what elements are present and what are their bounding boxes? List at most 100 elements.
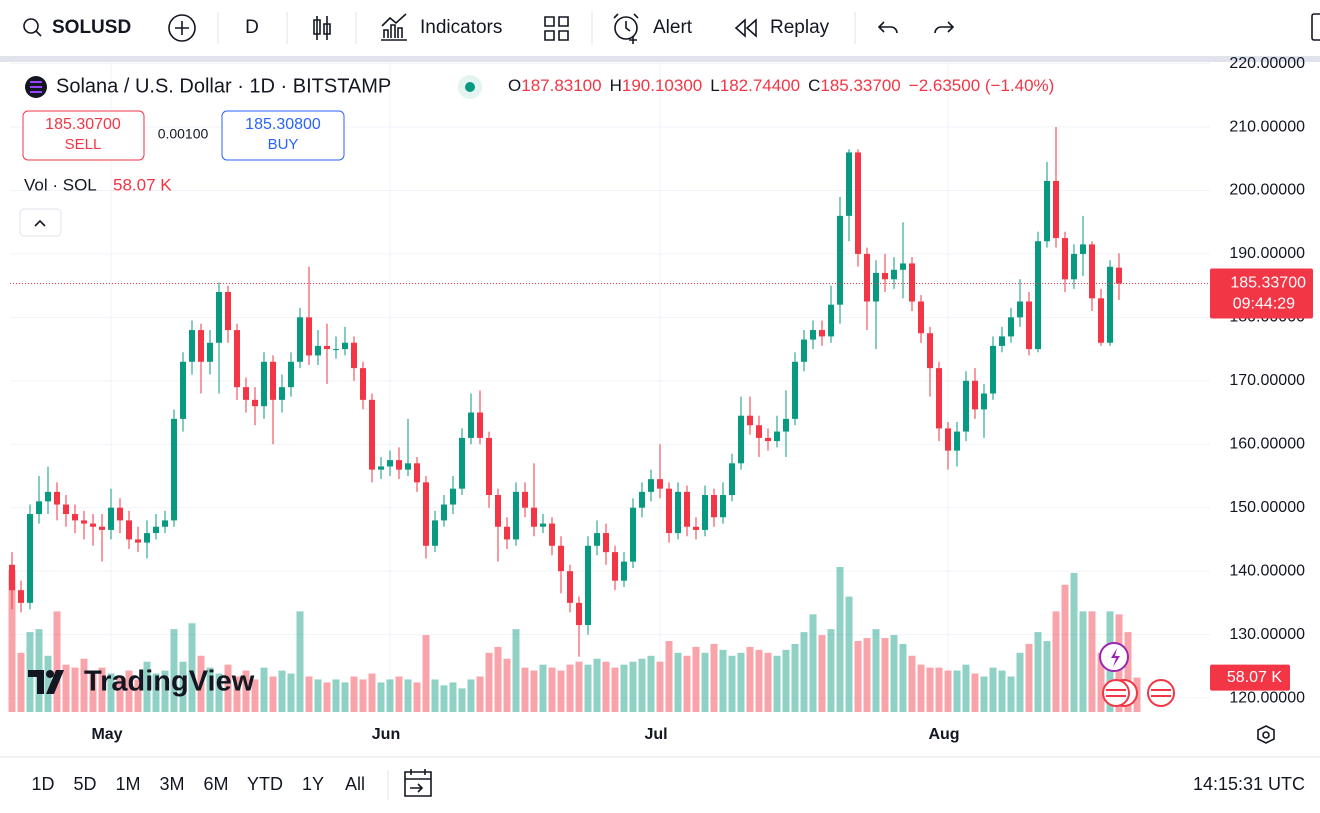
- watermark-logo: [28, 670, 64, 694]
- candle-body: [738, 415, 744, 464]
- volume-bar: [233, 676, 241, 712]
- close-label: C: [808, 76, 820, 95]
- volume-bar: [782, 649, 790, 712]
- range-button[interactable]: 6M: [203, 774, 228, 794]
- flag-stripes: [1106, 689, 1171, 697]
- y-tick-label: 220.00000: [1229, 55, 1305, 72]
- candle-body: [63, 504, 69, 515]
- candle-body: [756, 425, 762, 438]
- volume-bar: [890, 635, 898, 712]
- volume-bar: [980, 676, 988, 712]
- range-button[interactable]: YTD: [247, 774, 283, 794]
- interval[interactable]: D: [245, 17, 259, 38]
- axis-settings[interactable]: [1257, 725, 1275, 744]
- candle-body: [171, 418, 177, 521]
- alert-icon[interactable]: [614, 16, 638, 40]
- volume-bar: [1025, 643, 1033, 712]
- redo-button[interactable]: [934, 21, 955, 34]
- range-button[interactable]: 1D: [31, 774, 54, 794]
- range-button[interactable]: 5D: [73, 774, 96, 794]
- volume-bar: [584, 664, 592, 712]
- search-icon[interactable]: [23, 18, 39, 34]
- candle-body: [423, 482, 429, 546]
- replay-icon[interactable]: [734, 18, 757, 38]
- panel-button[interactable]: [1311, 13, 1320, 41]
- volume-bar: [656, 661, 664, 712]
- volume-bar: [395, 676, 403, 712]
- chart-type-icon[interactable]: [313, 16, 331, 40]
- volume-bar: [881, 638, 889, 712]
- candle-body: [972, 380, 978, 410]
- volume-bar: [854, 640, 862, 712]
- volume-bar: [467, 679, 475, 712]
- candle-body: [18, 590, 24, 603]
- volume-bar: [926, 667, 934, 712]
- candle-body: [693, 526, 699, 530]
- volume-bar: [476, 676, 484, 712]
- volume-bar: [557, 670, 565, 712]
- volume-tag: [1210, 664, 1290, 691]
- sell-button[interactable]: [22, 110, 145, 161]
- volume-bar: [296, 611, 304, 712]
- candle-body: [351, 342, 357, 369]
- watermark-logo-dot: [46, 670, 54, 678]
- event-icon[interactable]: [1147, 679, 1175, 707]
- range-button[interactable]: 1Y: [302, 774, 324, 794]
- undo-button[interactable]: [877, 21, 898, 34]
- layouts-icon[interactable]: [544, 16, 569, 41]
- replay-button[interactable]: Replay: [770, 17, 830, 38]
- x-tick-label: May: [91, 726, 122, 743]
- volume-bar: [773, 655, 781, 712]
- candle-body: [846, 152, 852, 216]
- indicators-icon[interactable]: [381, 13, 407, 41]
- candle-body: [765, 437, 771, 442]
- candle-body: [675, 491, 681, 534]
- alert-icon-detail: [613, 13, 639, 44]
- chart-title: Solana / U.S. Dollar · 1D · BITSTAMP: [56, 75, 391, 97]
- volume-bar: [278, 670, 286, 712]
- y-tick-label: 200.00000: [1229, 182, 1305, 199]
- range-button[interactable]: All: [345, 774, 365, 794]
- candle-body: [270, 361, 276, 400]
- candle-body: [630, 507, 636, 562]
- volume-bar: [494, 646, 502, 712]
- volume-bar: [872, 629, 880, 712]
- candle-body: [855, 152, 861, 254]
- candle-body: [819, 330, 825, 337]
- y-tick-label: 120.00000: [1229, 689, 1305, 706]
- volume-bar: [863, 638, 871, 712]
- buy-button[interactable]: [221, 110, 345, 161]
- candle-body: [180, 361, 186, 419]
- date-range-button[interactable]: [404, 769, 432, 797]
- y-tick-label: 140.00000: [1229, 562, 1305, 579]
- indicators-button[interactable]: Indicators: [420, 17, 502, 38]
- volume-bar: [53, 611, 61, 712]
- candle-body: [1017, 301, 1023, 318]
- volume-bar: [17, 652, 25, 712]
- candle-body: [315, 345, 321, 356]
- candle-body: [558, 545, 564, 572]
- volume-bar: [953, 670, 961, 712]
- last-price-label: 185.33700: [1230, 275, 1306, 292]
- range-button[interactable]: 3M: [159, 774, 184, 794]
- alert-button[interactable]: Alert: [653, 17, 693, 38]
- candle-body: [9, 564, 15, 591]
- volume-bar: [620, 664, 628, 712]
- volume-bar: [944, 670, 952, 712]
- y-tick-label: 190.00000: [1229, 245, 1305, 262]
- volume-bar: [1016, 652, 1024, 712]
- volume-bar: [575, 661, 583, 712]
- range-button[interactable]: 1M: [115, 774, 140, 794]
- volume-bar: [665, 640, 673, 712]
- candle-body: [621, 561, 627, 581]
- candle-body: [1107, 266, 1113, 343]
- add-symbol[interactable]: [168, 14, 196, 42]
- low-label: L: [710, 76, 719, 95]
- volume-bar: [539, 664, 547, 712]
- candle-body: [783, 418, 789, 432]
- event-icon[interactable]: [1102, 679, 1130, 707]
- volume-bar: [440, 685, 448, 712]
- volume-bar: [134, 679, 142, 712]
- candle-body: [774, 431, 780, 442]
- symbol[interactable]: SOLUSD: [52, 17, 131, 38]
